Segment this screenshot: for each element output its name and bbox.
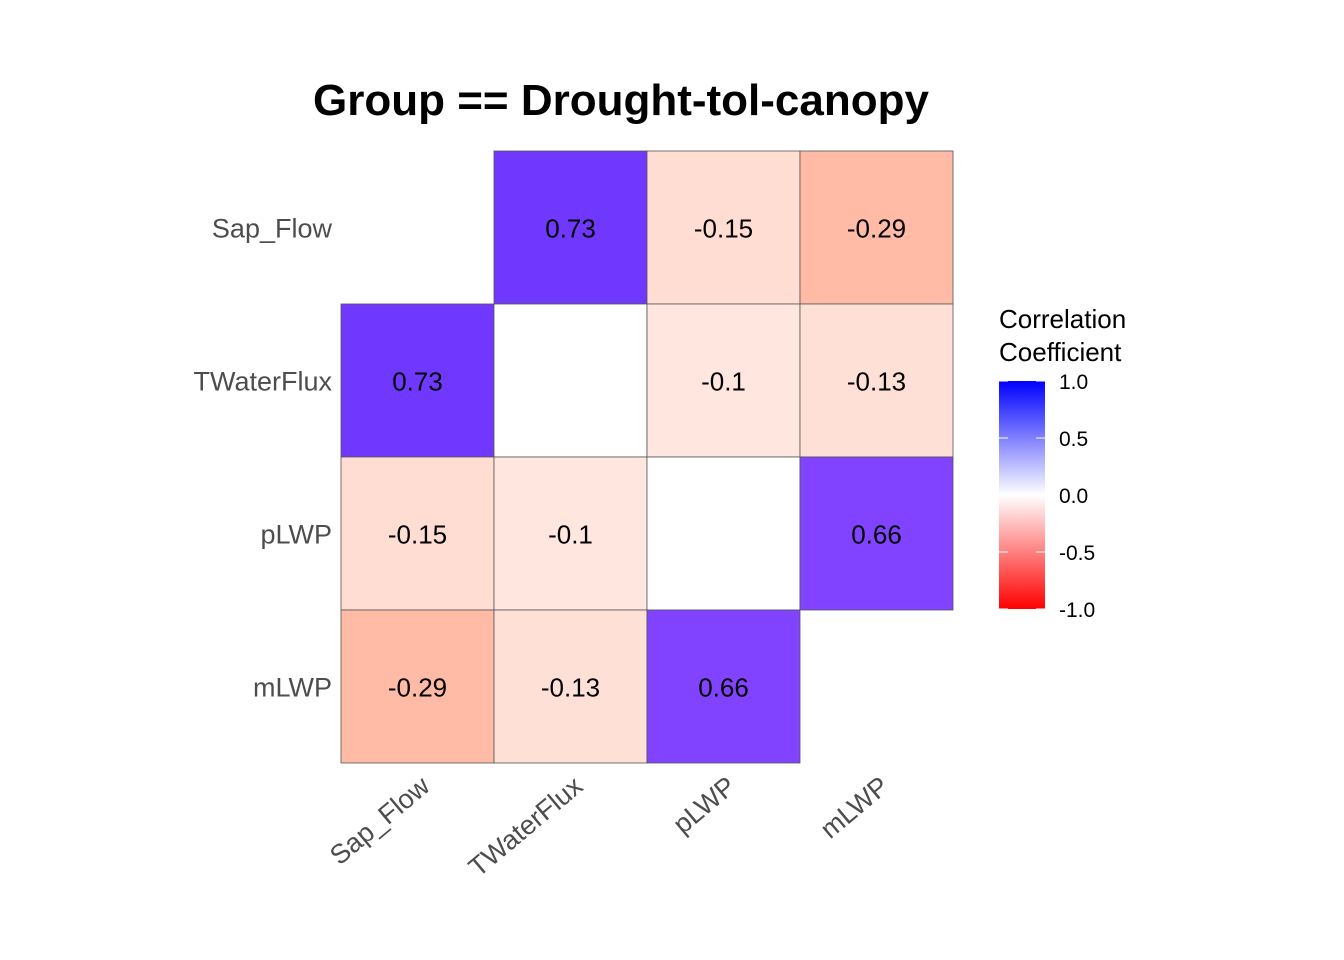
legend-tick-label: 1.0 [1059, 371, 1088, 394]
legend-title-line-2: Coefficient [999, 337, 1122, 367]
row-label: Sap_Flow [212, 214, 333, 244]
legend-tick-label: 0.0 [1059, 485, 1088, 508]
row-labels: Sap_Flow TWaterFlux pLWP mLWP [193, 214, 332, 703]
cell-value-label: 0.73 [545, 214, 596, 244]
cell-value-label: 0.66 [698, 673, 749, 703]
heatmap-cell [340, 609, 495, 764]
heatmap-cell [340, 456, 495, 611]
cell-value-label: 0.66 [851, 520, 902, 550]
column-label: Sap_Flow [324, 770, 436, 870]
chart-title: Group == Drought-tol-canopy [313, 76, 930, 125]
legend: Correlation Coefficient 1.0 0.5 0.0 -0.5 -1.… [999, 304, 1126, 622]
legend-tick-label: -0.5 [1059, 542, 1095, 565]
column-label: TWaterFlux [463, 770, 589, 882]
heatmap-cell [493, 303, 648, 458]
heatmap-cell [646, 456, 801, 611]
cell-value-label: 0.73 [392, 367, 443, 397]
cell-value-label: -0.13 [541, 673, 600, 703]
legend-title-line-1: Correlation [999, 304, 1126, 334]
column-labels: Sap_Flow TWaterFlux pLWP mLWP [324, 770, 894, 882]
cell-value-label: -0.29 [388, 673, 447, 703]
column-label: pLWP [667, 771, 741, 840]
heatmap-cell [799, 303, 954, 458]
heatmap-cell [493, 150, 648, 305]
heatmap-cell [646, 150, 801, 305]
cell-value-label: -0.15 [694, 214, 753, 244]
legend-tick-label: -1.0 [1059, 599, 1095, 622]
heatmap-cell [646, 609, 801, 764]
row-label: mLWP [253, 673, 332, 703]
heatmap-cell [493, 456, 648, 611]
heatmap-cell [340, 303, 495, 458]
column-label: mLWP [815, 771, 895, 845]
legend-ticks: 1.0 0.5 0.0 -0.5 -1.0 [999, 371, 1095, 622]
cell-value-label: -0.1 [701, 367, 746, 397]
row-label: pLWP [260, 520, 332, 550]
cell-value-label: -0.13 [847, 367, 906, 397]
heatmap-cell [799, 456, 954, 611]
heatmap-cell [646, 303, 801, 458]
heatmap-cells: 0.73 -0.15 -0.29 0.73 -0.1 -0.13 -0.15 -0.1 0.66… [340, 150, 954, 764]
cell-value-label: -0.15 [388, 520, 447, 550]
cell-value-label: -0.29 [847, 214, 906, 244]
cell-value-label: -0.1 [548, 520, 593, 550]
legend-tick-label: 0.5 [1059, 428, 1088, 451]
row-label: TWaterFlux [193, 367, 332, 397]
heatmap-cell [799, 150, 954, 305]
